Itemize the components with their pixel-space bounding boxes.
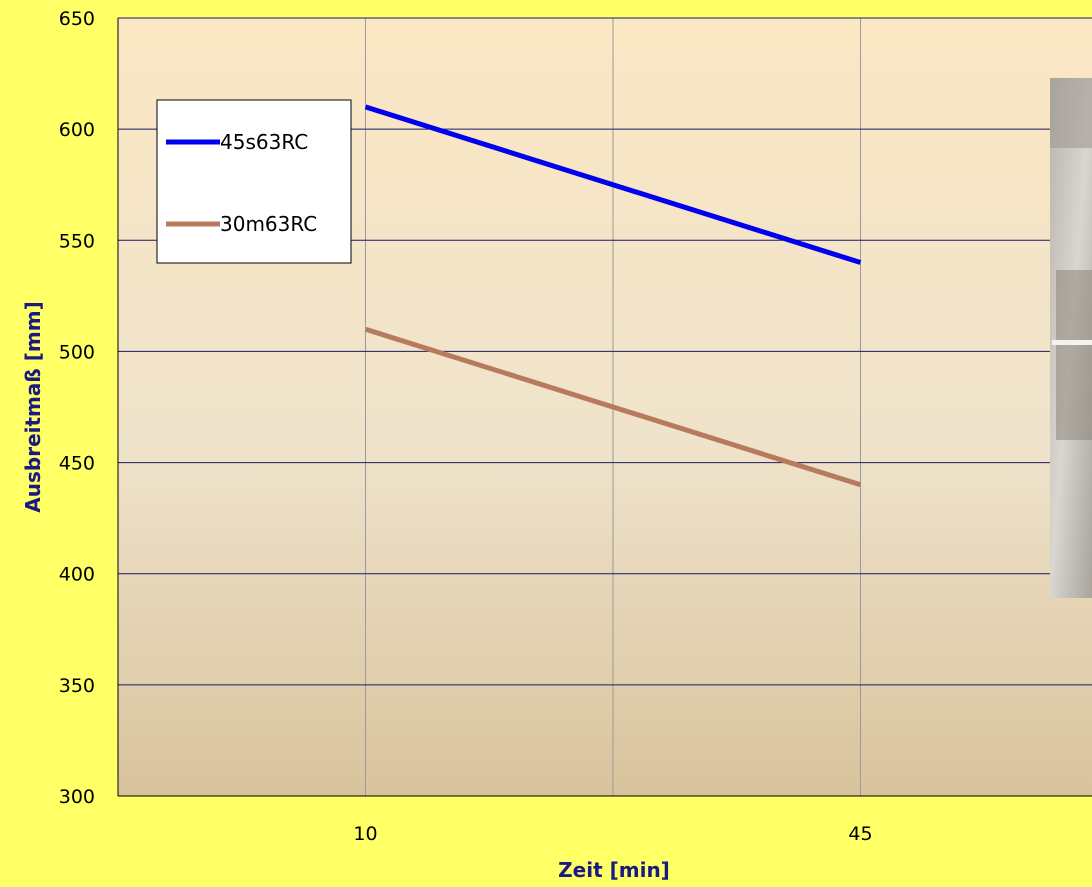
y-tick-label: 600 bbox=[59, 119, 95, 141]
x-tick-label: 10 bbox=[353, 823, 377, 845]
series-lines bbox=[364, 104, 862, 488]
y-tick-label: 550 bbox=[59, 230, 95, 252]
y-tick-label: 400 bbox=[59, 564, 95, 586]
y-tick-label: 450 bbox=[59, 453, 95, 475]
legend-box bbox=[156, 99, 352, 264]
photo-inset bbox=[1050, 78, 1092, 598]
series-line-30m63RC bbox=[364, 326, 862, 488]
legend: 45s63RC 30m63RC bbox=[156, 99, 352, 264]
y-tick-label: 350 bbox=[59, 675, 95, 697]
legend-label: 30m63RC bbox=[220, 212, 317, 236]
series-line-45s63RC bbox=[364, 104, 862, 265]
axes bbox=[117, 18, 1092, 797]
y-tick-label: 500 bbox=[59, 341, 95, 363]
y-axis-title: Ausbreitmaß [mm] bbox=[21, 301, 45, 512]
x-tick-labels: 10 45 bbox=[353, 823, 872, 845]
y-tick-labels: 300 350 400 450 500 550 600 650 bbox=[59, 8, 95, 808]
x-axis-title: Zeit [min] bbox=[558, 858, 670, 882]
y-tick-label: 300 bbox=[59, 786, 95, 808]
x-tick-label: 45 bbox=[848, 823, 872, 845]
legend-label: 45s63RC bbox=[220, 130, 308, 154]
y-tick-label: 650 bbox=[59, 8, 95, 30]
